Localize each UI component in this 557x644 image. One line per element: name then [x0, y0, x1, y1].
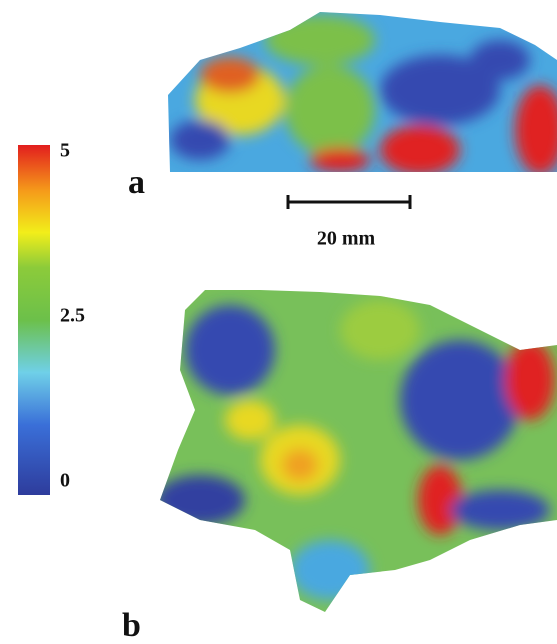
- figure: 02.55: [0, 0, 557, 644]
- colorbar-tick-label: 2.5: [60, 305, 85, 327]
- scale-bar: 20 mm: [288, 195, 410, 250]
- panel-label: b: [122, 607, 141, 644]
- panel-b-render: [150, 280, 557, 620]
- colorbar: 02.55: [18, 140, 85, 495]
- colorbar-tick-label: 5: [60, 140, 70, 162]
- scale-bar-label: 20 mm: [317, 228, 376, 250]
- panel-a-render: [160, 0, 557, 180]
- colorbar-tick-label: 0: [60, 470, 70, 492]
- panel-label: a: [128, 164, 145, 201]
- colorbar-gradient: [18, 145, 50, 495]
